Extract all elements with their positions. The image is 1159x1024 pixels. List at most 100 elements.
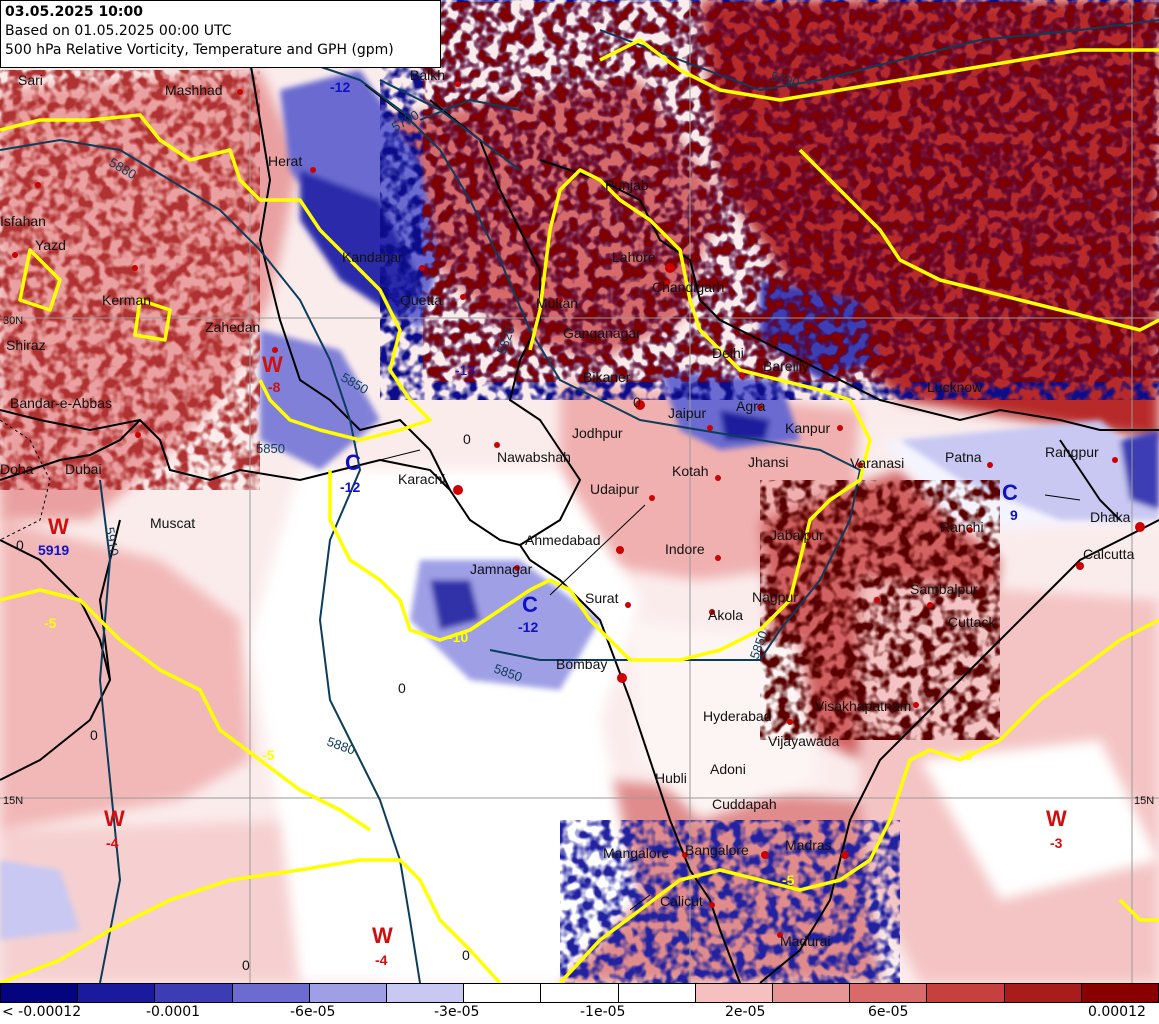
city-label: Rangpur [1045, 444, 1099, 460]
gph-label: 5850 [256, 441, 285, 456]
legend-swatch [1, 984, 79, 1002]
city-label: Jodhpur [572, 425, 623, 441]
city-label: Madurai [780, 933, 831, 949]
city-label: Nagpur [752, 589, 798, 605]
city-label: Jamnagar [470, 561, 533, 577]
dotted-boundaries [0, 419, 51, 541]
center-value: -4 [106, 835, 119, 851]
city-label: Balkh [410, 67, 445, 83]
color-legend-bar [0, 983, 1159, 1003]
center-value: -12 [518, 619, 538, 635]
city-label: Ranchi [940, 519, 984, 535]
city-label: Hubli [655, 770, 687, 786]
pressure-centers: C -12 C -12 C 9 W -8 W 5919 W -4 W -4 W … [38, 352, 1067, 968]
center-letter: C [522, 592, 538, 617]
city-label: Mangalore [603, 845, 669, 861]
temp-label: 0 [462, 947, 470, 963]
city-label: Madras [785, 837, 832, 853]
city-label: Sari [18, 72, 43, 88]
city-label: Varanasi [850, 455, 904, 471]
city-label: Calcutta [1083, 546, 1135, 562]
temp-label: 0 [16, 537, 24, 553]
city-markers [12, 81, 1145, 938]
legend-label: -3e-05 [434, 1004, 480, 1020]
legend-swatch [1004, 984, 1082, 1002]
temp-label: -13 [455, 362, 475, 378]
valid-time: 03.05.2025 10:00 [5, 4, 144, 20]
city-label: Hyderabad [703, 708, 772, 724]
gph-label: 5790 [769, 68, 801, 90]
color-legend-labels: < -0.00012 -0.0001 -6e-05 -3e-05 -1e-05 … [0, 1004, 1159, 1024]
city-label: Zahedan [205, 319, 260, 335]
gph-label: 5910 [102, 526, 122, 557]
city-label: Visakhapatnam [815, 698, 911, 714]
city-label: Bikaner [583, 369, 631, 385]
city-label: Akola [708, 607, 743, 623]
city-label: Kotah [672, 463, 709, 479]
temp-label: -5 [960, 747, 973, 763]
city-label: Jaipur [668, 405, 706, 421]
lat-label-15n: 15N [3, 795, 23, 807]
city-label: Mashhad [165, 82, 223, 98]
city-label: Bangalore [685, 842, 749, 858]
lat-label-30n: 30N [3, 315, 23, 327]
city-label: Cuddapah [712, 796, 777, 812]
legend-swatch [773, 984, 851, 1002]
temp-label: 0 [398, 680, 406, 696]
city-label: Cuttack [948, 614, 996, 630]
legend-swatch [232, 984, 310, 1002]
city-labels: Sari Mashhad Balkh Herat Isfahan Yazd Ke… [0, 67, 1135, 949]
center-value: -3 [1050, 835, 1063, 851]
temp-label: -5 [44, 615, 57, 631]
city-label: Shiraz [6, 337, 46, 353]
borders-coastlines [0, 59, 1159, 983]
city-label: Bareilly [763, 358, 809, 374]
arrows [364, 84, 1081, 911]
legend-swatch [78, 984, 156, 1002]
temp-label: 0 [463, 431, 471, 447]
center-value: -8 [268, 379, 281, 395]
city-label: Agra [736, 398, 766, 414]
center-letter: W [262, 352, 283, 377]
city-label: Kandahar [342, 249, 403, 265]
temperature-labels: -12 -10 -5 -5 -5 -5 0 0 0 0 0 0 0 -13 [16, 79, 973, 973]
gph-contours [0, 19, 1159, 983]
vorticity-map-canvas: Sari Mashhad Balkh Herat Isfahan Yazd Ke… [0, 0, 1159, 983]
city-label: Bombay [556, 656, 607, 672]
temperature-contours [0, 38, 1159, 983]
center-letter: W [104, 806, 125, 831]
legend-swatch [155, 984, 233, 1002]
legend-swatch [618, 984, 696, 1002]
temp-label: 0 [242, 957, 250, 973]
city-label: Bandar-e-Abbas [10, 395, 112, 411]
city-label: Nawabshah [497, 449, 571, 465]
city-label: Isfahan [0, 213, 46, 229]
legend-label: 6e-05 [868, 1004, 909, 1020]
city-label: Doha [0, 461, 34, 477]
temp-label: 0 [90, 727, 98, 743]
center-value: 9 [1010, 507, 1018, 523]
city-label: Lahore [612, 249, 656, 265]
city-label: Udaipur [590, 481, 639, 497]
center-letter: W [48, 514, 69, 539]
city-label: Quetta [400, 292, 442, 308]
city-label: Jhansi [748, 454, 788, 470]
legend-swatch [695, 984, 774, 1002]
center-value: -4 [375, 952, 388, 968]
city-label: Jabalpur [770, 527, 824, 543]
legend-label: 2e-05 [725, 1004, 766, 1020]
city-label: Muscat [150, 515, 195, 531]
city-label: Indore [665, 541, 705, 557]
map-header: 03.05.2025 10:00 Based on 01.05.2025 00:… [0, 0, 441, 68]
city-label: Kerman [102, 292, 151, 308]
legend-label: -6e-05 [290, 1004, 336, 1020]
center-letter: W [372, 923, 393, 948]
legend-swatch [464, 984, 542, 1002]
city-label: Lucknow [927, 379, 983, 395]
city-label: Ganganagar [563, 325, 641, 341]
legend-label: 0.00012 [1088, 1004, 1146, 1020]
center-letter: W [1046, 806, 1067, 831]
center-value: 5919 [38, 542, 69, 558]
legend-label: -0.0001 [146, 1004, 201, 1020]
legend-label: < -0.00012 [2, 1004, 82, 1020]
